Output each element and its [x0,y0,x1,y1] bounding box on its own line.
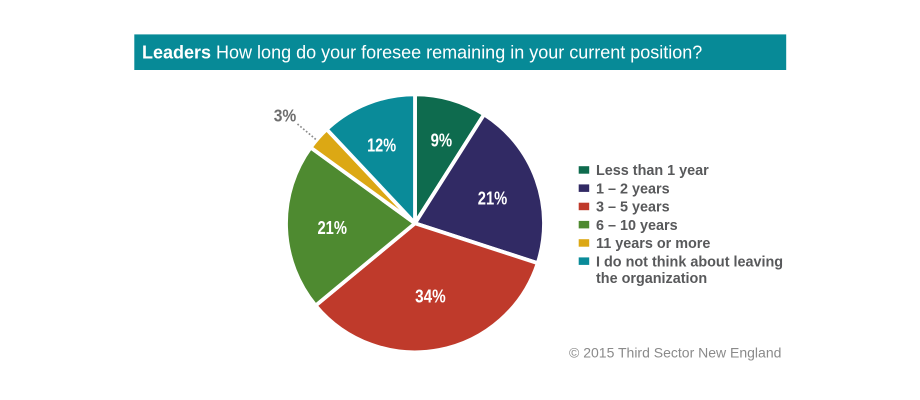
svg-text:Less than 1 year: Less than 1 year [596,163,709,179]
svg-text:3%: 3% [274,106,297,126]
svg-text:1 – 2 years: 1 – 2 years [596,181,670,197]
svg-text:© 2015 Third Sector New Englan: © 2015 Third Sector New England [569,345,781,361]
svg-text:34%: 34% [415,285,446,306]
svg-text:21%: 21% [317,217,347,238]
svg-text:9%: 9% [431,129,453,150]
svg-text:12%: 12% [367,135,396,156]
svg-text:Leaders How long do your fores: Leaders How long do your foresee remaini… [142,43,702,63]
svg-text:21%: 21% [478,188,508,209]
svg-text:the organization: the organization [596,271,707,287]
svg-text:6 – 10 years: 6 – 10 years [596,218,678,234]
svg-text:I do not think about leaving: I do not think about leaving [596,254,783,270]
svg-text:3 – 5 years: 3 – 5 years [596,200,670,216]
svg-text:11 years or more: 11 years or more [596,236,710,252]
